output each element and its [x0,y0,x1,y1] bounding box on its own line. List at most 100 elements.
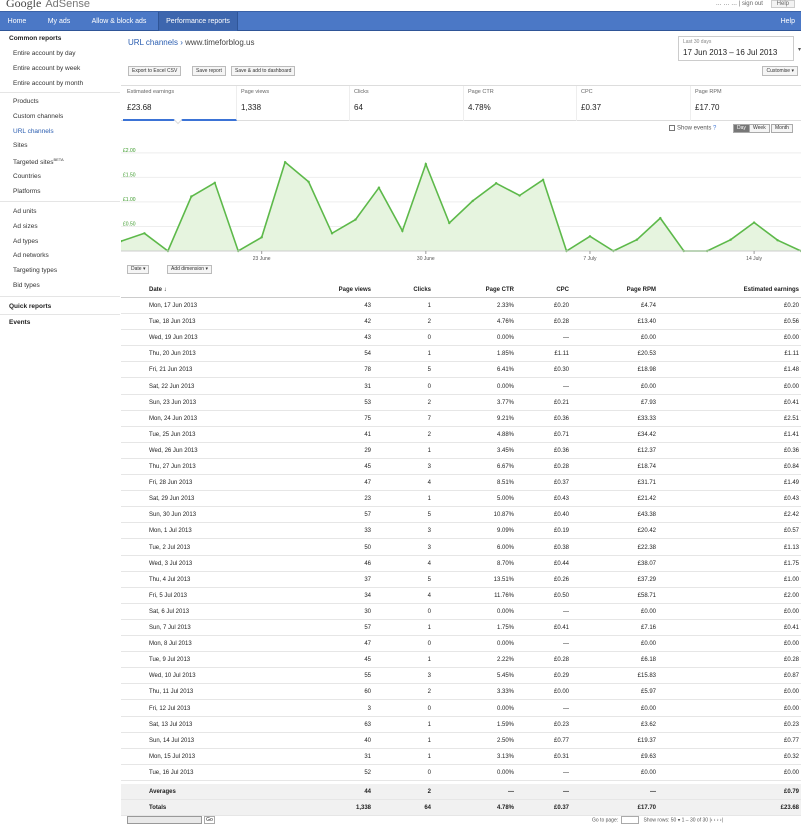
chart-point[interactable] [190,195,193,198]
sidebar-item-bid-types[interactable]: Bid types [13,282,40,289]
table-cell[interactable]: Page views [338,287,371,293]
table-cell: 47 [364,480,371,487]
granularity-week[interactable]: Week [749,124,770,133]
sidebar-item-ad-sizes[interactable]: Ad sizes [13,223,38,230]
table-cell: 34 [364,592,371,599]
adsense-logo[interactable]: Google AdSense [6,0,90,11]
top-links[interactable]: … … … | sign out [715,1,763,7]
top-help-button[interactable]: Help [770,0,795,8]
sidebar-events[interactable]: Events [9,319,31,326]
export-button[interactable]: Export to Excel CSV [128,66,182,76]
tab-allow-block-ads[interactable]: Allow & block ads [91,18,147,25]
chart-point[interactable] [424,162,428,166]
table-cell[interactable]: Estimated earnings [743,287,799,293]
date-dimension-dropdown[interactable]: Date ▾ [127,265,150,274]
chart-point[interactable] [121,239,123,243]
next-page-icon[interactable]: › [716,817,719,824]
table-cell: 75 [364,415,371,422]
chart-point[interactable] [283,160,287,164]
table-cell: £1.11 [554,351,569,358]
sidebar-item-countries[interactable]: Countries [13,173,41,180]
table-cell: Thu, 11 Jul 2013 [149,689,194,696]
chart-point[interactable] [377,186,381,189]
tab-performance-reports[interactable]: Performance reports [158,12,238,31]
sidebar-item-sites[interactable]: Sites [13,142,28,149]
sidebar-item-ad-types[interactable]: Ad types [13,238,39,245]
chart-point[interactable] [471,199,474,203]
sidebar-item-targeted-sites[interactable]: Targeted sitesBETA [13,157,64,166]
chart-point[interactable] [588,235,592,238]
table-cell[interactable]: Page RPM [626,287,656,293]
breadcrumb-link[interactable]: URL channels [128,38,178,47]
table-cell[interactable]: Clicks [413,287,431,293]
table-cell: £0.36 [783,447,799,454]
table-cell: 23 [364,496,371,503]
show-events-toggle[interactable]: Show events ? [669,125,716,132]
sidebar-item-url-channels[interactable]: URL channels [13,128,54,135]
chart-point[interactable] [143,232,146,235]
metric-page-ctr[interactable]: Page CTR 4.78% [464,86,577,121]
tab-my-ads[interactable]: My ads [47,18,71,25]
chart-point[interactable] [541,178,545,182]
metric-page-views[interactable]: Page views 1,338 [237,86,350,121]
last-page-icon[interactable]: ›| [719,817,723,824]
granularity-day[interactable]: Day [733,124,750,133]
chart-point[interactable] [330,232,334,235]
horizontal-scrollbar[interactable] [127,816,202,824]
table-cell: £0.77 [783,737,799,744]
checkbox-icon[interactable] [669,125,675,131]
save-report-button[interactable]: Save report [192,66,226,76]
customise-button[interactable]: Customise ▾ [762,66,798,76]
chart-point[interactable] [260,236,263,239]
prev-page-icon[interactable]: ‹ [713,817,716,824]
sidebar-item-custom-channels[interactable]: Custom channels [13,113,64,120]
sidebar-item-by-week[interactable]: Entire account by week [13,65,81,72]
sidebar-item-ad-networks[interactable]: Ad networks [13,252,49,259]
sidebar-common-reports[interactable]: Common reports [9,35,62,42]
goto-page-input[interactable] [621,816,640,824]
table-cell[interactable]: Date ↓ [149,287,167,293]
chart-point[interactable] [729,238,732,241]
date-range-picker[interactable]: Last 30 days 17 Jun 2013 – 16 Jul 2013 ▾ [678,36,801,61]
chart-point[interactable] [307,180,310,183]
chart-point[interactable] [776,239,779,242]
metric-cpc[interactable]: CPC £0.37 [577,86,691,121]
sidebar-item-ad-units[interactable]: Ad units [13,208,37,215]
table-cell[interactable]: Page CTR [485,287,514,293]
chart-point[interactable] [448,221,451,225]
metric-page-rpm[interactable]: Page RPM £17.70 [691,86,801,121]
table-cell: £7.16 [640,625,656,631]
chart-point[interactable] [518,194,521,197]
table-cell: 0 [427,608,431,615]
sidebar-item-platforms[interactable]: Platforms [13,188,41,195]
chart-point[interactable] [635,238,639,241]
save-dashboard-button[interactable]: Save & add to dashboard [231,66,296,76]
sidebar-item-products[interactable]: Products [13,98,39,105]
table-cell[interactable]: CPC [556,287,569,293]
table-row: Sun, 23 Jun 2013 53 2 3.77% £0.21 £7.93 £0.41 [121,395,801,411]
chart-point[interactable] [659,216,662,220]
chart-point[interactable] [494,182,498,185]
nav-help-link[interactable]: Help [780,18,795,25]
add-dimension-dropdown[interactable]: Add dimension ▾ [167,265,212,274]
go-button[interactable]: Go [204,816,215,824]
chart-point[interactable] [354,218,357,221]
sidebar-quick-reports[interactable]: Quick reports [9,303,52,310]
first-page-icon[interactable]: |‹ [709,817,713,824]
chart-point[interactable] [752,221,756,224]
sidebar-item-targeting-types[interactable]: Targeting types [13,267,58,274]
table-cell: £0.28 [553,464,569,470]
table-row: Tue, 2 Jul 2013 50 3 6.00% £0.38 £22.38 £1.13 [121,539,801,556]
rows-per-page-select[interactable]: 50 ▾ [670,817,681,824]
table-cell: Thu, 4 Jul 2013 [149,576,191,583]
metric-clicks[interactable]: Clicks 64 [350,86,464,121]
help-icon[interactable]: ? [713,125,717,132]
tab-home[interactable]: Home [7,18,27,25]
chart-point[interactable] [401,229,404,233]
sidebar-item-by-month[interactable]: Entire account by month [13,80,84,87]
granularity-month[interactable]: Month [771,124,793,133]
sidebar-item-by-day[interactable]: Entire account by day [13,50,76,57]
table-cell: £2.42 [783,512,799,519]
chart-point[interactable] [213,181,216,184]
metric-estimated-earnings[interactable]: Estimated earnings £23.68 [123,86,237,125]
